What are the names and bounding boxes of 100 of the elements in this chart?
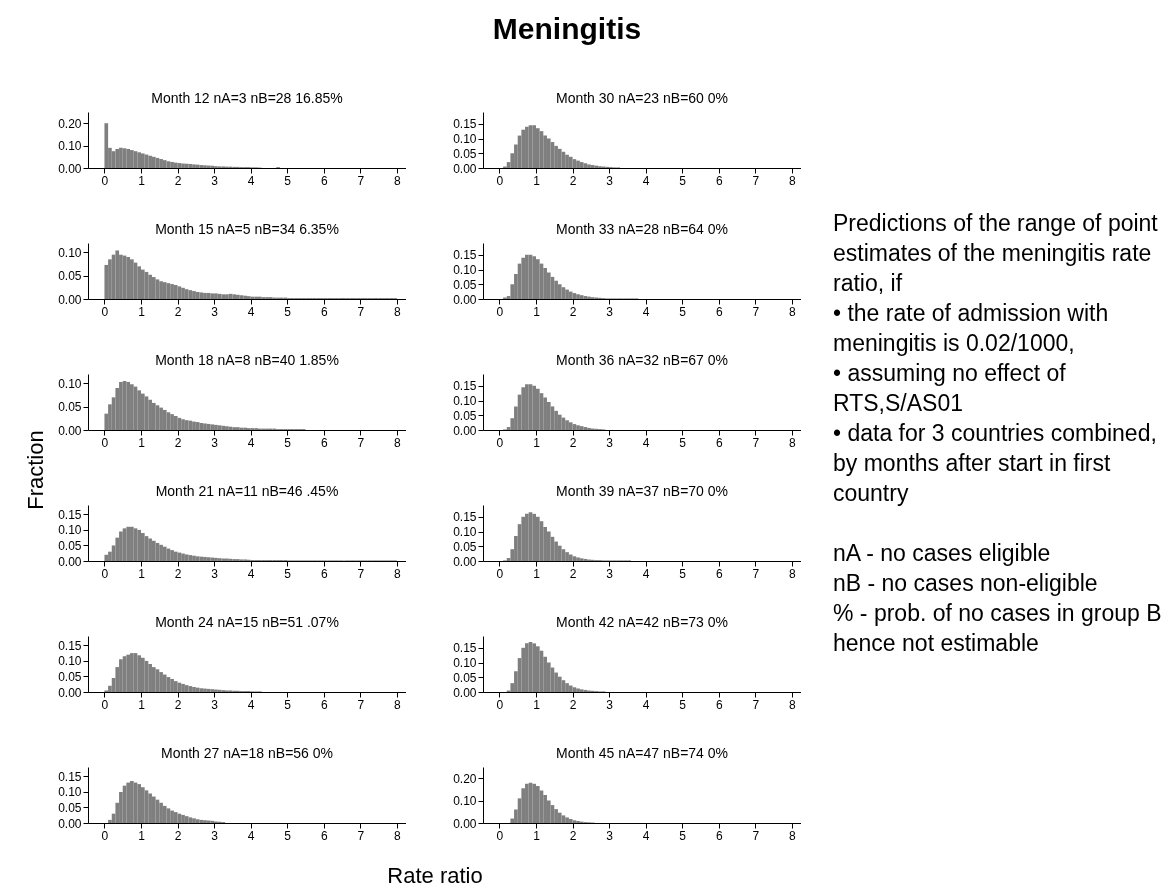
y-tick-label: 0.00 (453, 816, 477, 831)
y-tick-label: 0.00 (453, 292, 477, 307)
x-tick-label: 1 (138, 697, 146, 712)
x-tick-label: 0 (101, 304, 109, 319)
y-tick-label: 0.05 (453, 146, 477, 161)
x-tick-label: 6 (715, 828, 723, 843)
y-tick-label: 0.15 (58, 638, 82, 653)
x-tick-label: 2 (174, 828, 182, 843)
text: Meningitis (491, 12, 643, 46)
x-tick-label: 4 (642, 566, 650, 581)
x-tick-label: 8 (789, 828, 797, 843)
x-tick-label: 7 (357, 566, 365, 581)
x-tick-label: 0 (101, 566, 109, 581)
y-tick-label: 0.20 (453, 771, 477, 786)
y-tick-label: 0.00 (58, 423, 82, 438)
x-tick-label: 2 (174, 304, 182, 319)
x-tick-label: 8 (789, 304, 797, 319)
x-tick-label: 5 (679, 435, 687, 450)
x-tick-label: 6 (715, 304, 723, 319)
text: • data for 3 countries combined, (833, 419, 1158, 448)
x-tick-label: 2 (174, 566, 182, 581)
x-tick-label: 4 (247, 435, 255, 450)
x-tick-label: 0 (101, 828, 109, 843)
x-tick-label: 8 (789, 697, 797, 712)
x-tick-label: 6 (715, 435, 723, 450)
x-tick-label: 3 (211, 173, 219, 188)
y-tick-label: 0.05 (58, 400, 82, 415)
x-tick-label: 0 (496, 828, 504, 843)
y-tick-label: 0.00 (58, 554, 82, 569)
text: Predictions of the range of point estimates of the meningitis rate ratio, if (833, 209, 1159, 298)
text: • assuming no effect of RTS,S/AS01 (833, 359, 1067, 418)
x-tick-label: 7 (357, 697, 365, 712)
x-tick-label: 0 (101, 173, 109, 188)
x-tick-label: 1 (138, 304, 146, 319)
y-tick-label: 0.05 (453, 539, 477, 554)
x-tick-label: 5 (284, 304, 292, 319)
x-tick-label: 4 (642, 173, 650, 188)
x-tick-label: 0 (496, 566, 504, 581)
x-tick-label: 5 (679, 304, 687, 319)
chart-title: Month 45 nA=47 nB=74 0% (555, 745, 729, 761)
x-tick-label: 1 (533, 828, 541, 843)
y-tick-label: 0.00 (453, 161, 477, 176)
y-tick-label: 0.10 (58, 139, 82, 154)
x-tick-label: 3 (211, 304, 219, 319)
x-tick-label: 8 (394, 304, 402, 319)
y-tick-label: 0.15 (453, 248, 477, 263)
y-tick-label: 0.10 (58, 245, 82, 260)
y-tick-label: 0.10 (58, 523, 82, 538)
x-tick-label: 2 (569, 697, 577, 712)
x-tick-label: 0 (496, 697, 504, 712)
x-tick-label: 1 (533, 566, 541, 581)
y-tick-label: 0.10 (453, 394, 477, 409)
x-tick-label: 7 (357, 304, 365, 319)
y-tick-label: 0.05 (58, 669, 82, 684)
y-tick-label: 0.15 (453, 117, 477, 132)
x-tick-label: 1 (533, 697, 541, 712)
x-tick-label: 5 (679, 566, 687, 581)
x-tick-label: 5 (679, 173, 687, 188)
x-tick-label: 1 (138, 566, 146, 581)
x-tick-label: 3 (211, 566, 219, 581)
x-tick-label: 3 (211, 697, 219, 712)
x-tick-label: 6 (715, 697, 723, 712)
y-tick-label: 0.10 (58, 654, 82, 669)
x-tick-label: 0 (101, 697, 109, 712)
chart-title: Month 33 nA=28 nB=64 0% (555, 221, 729, 237)
x-tick-label: 2 (174, 697, 182, 712)
chart-title: Month 15 nA=5 nB=34 6.35% (155, 221, 339, 237)
chart-title: Month 30 nA=23 nB=60 0% (555, 90, 729, 106)
y-tick-label: 0.15 (453, 641, 477, 656)
x-tick-label: 4 (247, 697, 255, 712)
text: nA - no cases eligible nB - no cases non-eligible % - prob. of no cases in group B hence not estimable (833, 539, 1163, 658)
x-tick-label: 4 (247, 566, 255, 581)
y-tick-label: 0.20 (58, 116, 82, 131)
x-tick-label: 3 (606, 828, 614, 843)
y-tick-label: 0.15 (58, 769, 82, 784)
x-tick-label: 1 (533, 173, 541, 188)
x-tick-label: 2 (569, 435, 577, 450)
y-tick-label: 0.10 (58, 785, 82, 800)
x-tick-label: 4 (642, 828, 650, 843)
x-tick-label: 7 (752, 435, 760, 450)
y-tick-label: 0.05 (453, 670, 477, 685)
y-tick-label: 0.05 (58, 800, 82, 815)
x-tick-label: 3 (606, 435, 614, 450)
x-tick-label: 2 (569, 304, 577, 319)
x-tick-label: 6 (320, 566, 328, 581)
x-tick-label: 6 (320, 304, 328, 319)
y-tick-label: 0.00 (58, 685, 82, 700)
x-tick-label: 1 (138, 828, 146, 843)
x-tick-label: 1 (533, 304, 541, 319)
x-tick-label: 3 (211, 828, 219, 843)
x-tick-label: 7 (357, 173, 365, 188)
x-tick-label: 5 (284, 435, 292, 450)
x-tick-label: 6 (715, 566, 723, 581)
x-tick-label: 4 (247, 173, 255, 188)
y-tick-label: 0.05 (58, 538, 82, 553)
y-tick-label: 0.00 (453, 423, 477, 438)
x-tick-label: 8 (789, 435, 797, 450)
y-tick-label: 0.10 (58, 376, 82, 391)
x-tick-label: 3 (211, 435, 219, 450)
x-tick-label: 8 (394, 435, 402, 450)
